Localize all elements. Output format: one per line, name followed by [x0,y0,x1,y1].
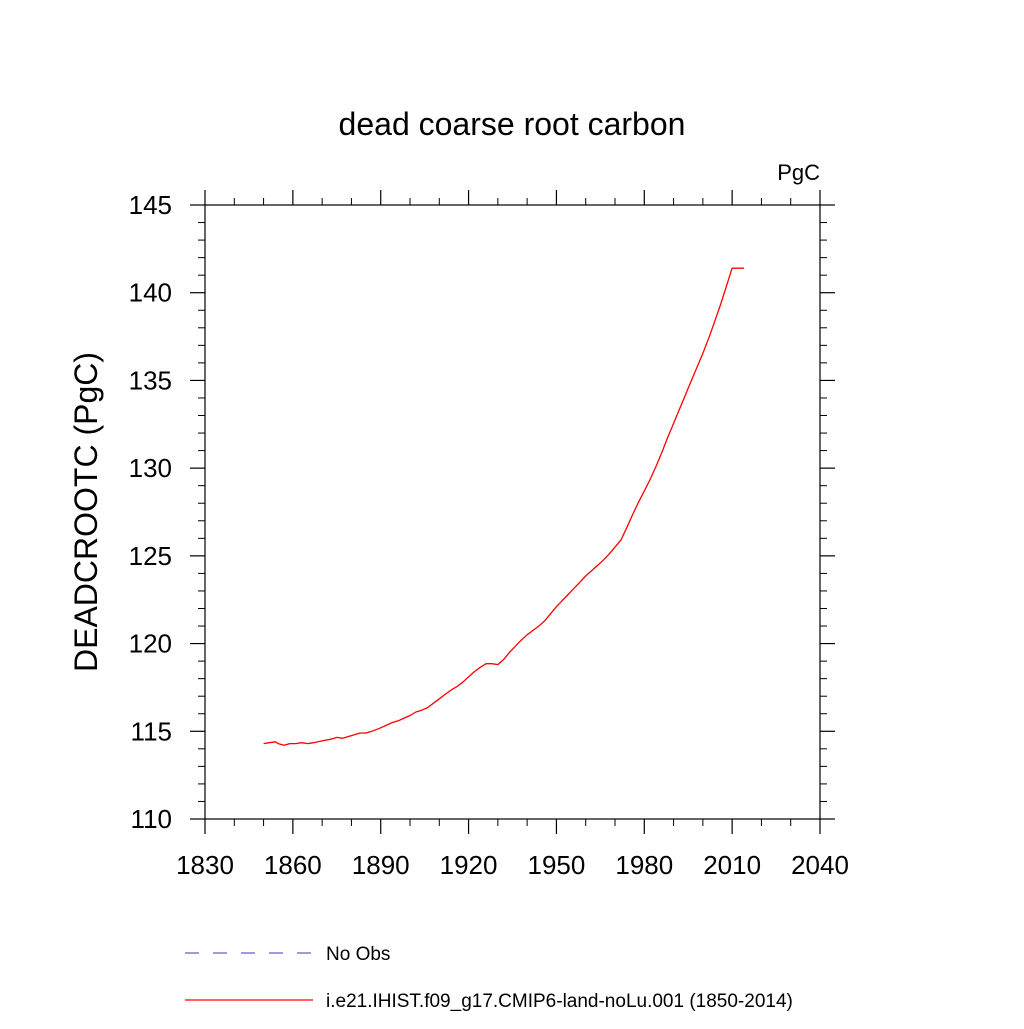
axis-ticks [190,190,835,834]
x-tick-label: 1890 [352,850,410,880]
legend-label: No Obs [326,944,390,965]
units-label: PgC [777,160,820,185]
x-tick-label: 2010 [703,850,761,880]
x-tick-label: 1860 [264,850,322,880]
x-tick-label: 1830 [176,850,234,880]
x-tick-label: 1920 [440,850,498,880]
legend: No Obs i.e21.IHIST.f09_g17.CMIP6-land-noL… [185,944,793,1012]
legend-label: i.e21.IHIST.f09_g17.CMIP6-land-noLu.001 … [326,991,793,1012]
y-tick-label: 125 [129,541,172,571]
plot-frame [205,205,820,819]
y-axis-label: DEADCROOTC (PgC) [68,352,104,672]
y-tick-label: 110 [131,804,172,834]
y-tick-label: 130 [129,453,172,483]
y-tick-label: 115 [131,716,172,746]
tick-labels: 1830 1860 1890 1920 1950 1980 2010 2040 110 115 12… [129,190,849,880]
series-layer [264,268,744,745]
x-tick-label: 1980 [615,850,673,880]
y-tick-label: 145 [129,190,172,220]
series-line-0 [264,268,744,745]
y-tick-label: 140 [129,278,172,308]
y-tick-label: 120 [129,629,172,659]
chart-title: dead coarse root carbon [339,106,686,142]
x-tick-label: 1950 [528,850,586,880]
y-tick-label: 135 [129,365,172,395]
x-tick-label: 2040 [791,850,849,880]
